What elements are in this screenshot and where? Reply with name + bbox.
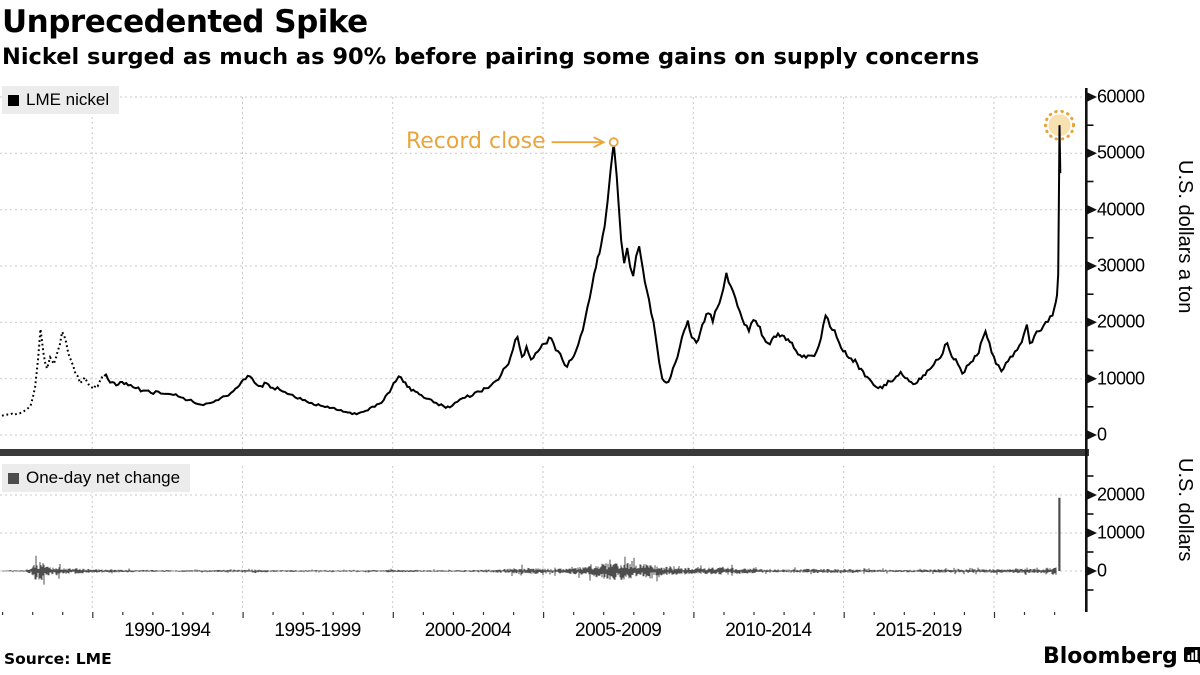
x-tick [362, 612, 364, 615]
bloomberg-wordmark: Bloomberg [1043, 644, 1178, 669]
x-tick-label: 2005-2009 [575, 620, 662, 641]
x-tick [903, 612, 905, 615]
legend-label: LME nickel [26, 90, 110, 109]
x-tick [32, 612, 34, 615]
x-tick [933, 612, 935, 615]
x-tick [783, 612, 785, 615]
x-tick-label: 2010-2014 [725, 620, 812, 641]
y-tick-label: 0 [1097, 560, 1107, 581]
legend-lme-nickel: LME nickel [2, 86, 120, 114]
major-tick [1087, 148, 1097, 158]
x-tick [813, 612, 815, 615]
x-tick-label: 2015-2019 [875, 620, 963, 641]
major-tick [1087, 92, 1097, 102]
y-tick-label: 20000 [1097, 311, 1145, 332]
x-tick [152, 612, 154, 615]
x-tick [1054, 612, 1056, 615]
major-tick [1087, 374, 1097, 384]
right-axis-line [1085, 88, 1088, 612]
legend-swatch-gray [8, 472, 19, 484]
panel-separator [0, 449, 1089, 456]
x-tick [452, 612, 454, 615]
x-tick [272, 612, 274, 615]
record-close-marker [608, 137, 619, 148]
legend-swatch-black [8, 94, 19, 106]
bloomberg-mark-icon [1183, 646, 1200, 664]
x-tick [693, 612, 695, 618]
minor-tick [1087, 406, 1094, 408]
x-tick [332, 612, 334, 615]
x-tick [603, 612, 605, 615]
y-axis-unit-top: U.S. dollars a ton [1174, 160, 1196, 314]
x-tick [513, 612, 515, 615]
x-tick [1023, 612, 1026, 615]
x-tick [663, 612, 665, 615]
x-tick-label: 1990-1994 [124, 620, 211, 641]
major-tick [1087, 430, 1097, 440]
y-tick-label: 10000 [1097, 522, 1145, 543]
major-tick [1087, 566, 1097, 576]
x-tick [723, 612, 725, 615]
x-tick [843, 612, 845, 618]
x-tick [873, 612, 875, 615]
x-tick-label: 2000-2004 [424, 620, 512, 641]
major-tick [1087, 528, 1097, 538]
x-tick [543, 612, 545, 618]
y-tick-label: 30000 [1097, 255, 1145, 276]
x-tick [753, 612, 755, 615]
bloomberg-logo: Bloomberg [1043, 644, 1200, 669]
price-series [104, 125, 1062, 416]
major-tick [1087, 317, 1097, 327]
y-axis-unit-bottom: U.S. dollars [1174, 458, 1196, 562]
major-tick [1087, 490, 1097, 500]
y-tick-label: 0 [1097, 424, 1107, 445]
legend-label: One-day net change [26, 468, 181, 487]
major-tick [1087, 261, 1097, 271]
source-credit: Source: LME [4, 650, 112, 668]
net-change-series [2, 555, 1057, 585]
legend-one-day-net-change: One-day net change [2, 464, 191, 492]
minor-tick [1087, 475, 1094, 477]
y-tick-label: 10000 [1097, 368, 1145, 389]
page-subtitle: Nickel surged as much as 90% before pair… [2, 44, 980, 70]
minor-tick [1087, 551, 1094, 553]
x-tick [963, 612, 965, 615]
last-close-halo-ring [1044, 109, 1075, 141]
x-tick-label: 1995-1999 [274, 620, 361, 641]
x-tick [182, 612, 184, 615]
y-tick-label: 20000 [1097, 484, 1145, 505]
y-tick-label: 60000 [1097, 86, 1145, 107]
y-tick-label: 50000 [1097, 142, 1145, 163]
x-tick [122, 612, 124, 615]
x-tick [573, 612, 575, 615]
x-tick [302, 612, 304, 615]
minor-tick [1087, 180, 1094, 183]
x-tick [242, 612, 244, 618]
y-tick-label: 40000 [1097, 199, 1145, 220]
minor-tick [1087, 237, 1094, 239]
price-series-early [1, 328, 107, 417]
minor-tick [1087, 589, 1094, 591]
x-tick [993, 612, 996, 618]
minor-tick [1087, 124, 1094, 126]
minor-tick [1087, 293, 1094, 295]
x-tick [2, 612, 4, 615]
major-tick [1087, 205, 1097, 215]
x-tick [392, 612, 394, 618]
x-tick [212, 612, 214, 615]
x-tick [92, 612, 94, 618]
annotation-arrow-head [593, 136, 606, 148]
record-close-annotation: Record close [405, 129, 546, 154]
x-tick [482, 612, 485, 615]
x-tick [633, 612, 635, 615]
x-tick [422, 612, 424, 615]
minor-tick [1087, 349, 1094, 352]
minor-tick [1087, 513, 1094, 515]
page-title: Unprecedented Spike [2, 4, 368, 40]
x-tick [62, 612, 64, 615]
